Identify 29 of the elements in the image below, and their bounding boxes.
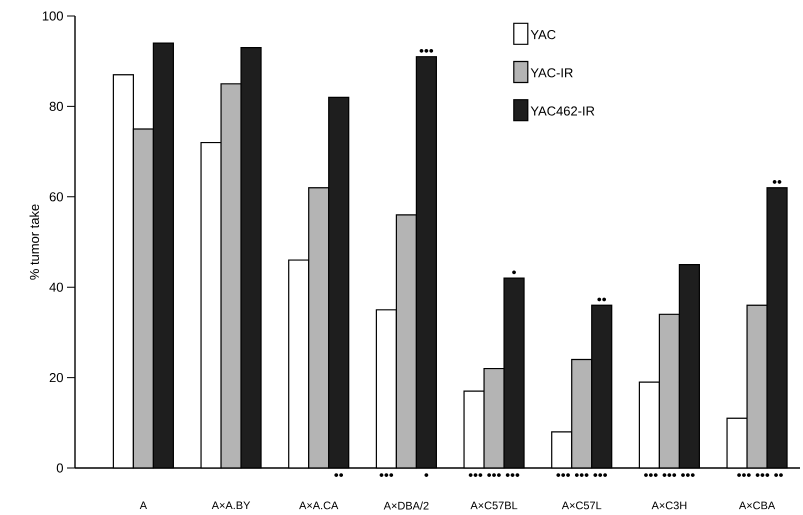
y-axis-title: % tumor take (30, 204, 40, 280)
x-tick-label: A (140, 502, 148, 510)
y-tick-label: 40 (49, 282, 63, 292)
x-tick-label: A×C57BL (470, 502, 518, 510)
x-tick-label: A×A.BY (212, 502, 250, 510)
annotation: • (512, 270, 516, 274)
text: ••• (380, 473, 394, 477)
x-tick-label: A×DBA/2 (384, 502, 429, 510)
legend-label: YAC (530, 30, 556, 40)
x-tick-label: A×A.CA (299, 502, 338, 510)
y-tick-label: 60 (50, 192, 63, 202)
text: ••• ••• ••• (556, 473, 607, 477)
text: • (424, 473, 428, 477)
y-tick-label: 0 (56, 463, 63, 473)
annotation: •• (772, 180, 782, 184)
legend-label: YAC-IR (530, 68, 573, 78)
annotation: •• (597, 298, 606, 302)
x-tick-label: A×C3H (652, 502, 686, 510)
text: ••• ••• •• (737, 473, 783, 477)
x-tick-label: A×CBA (738, 502, 776, 510)
text: •• (334, 473, 344, 477)
y-tick-label: 20 (50, 373, 63, 382)
y-tick-label: 100 (42, 11, 63, 21)
annotation: ••• (420, 48, 434, 53)
text: ••• ••• ••• (468, 473, 520, 477)
x-tick-label: A×C57L (562, 502, 602, 510)
legend-label: YAC462-IR (530, 106, 594, 116)
y-tick-label: 80 (50, 102, 63, 111)
text: ••• ••• ••• (644, 473, 695, 477)
